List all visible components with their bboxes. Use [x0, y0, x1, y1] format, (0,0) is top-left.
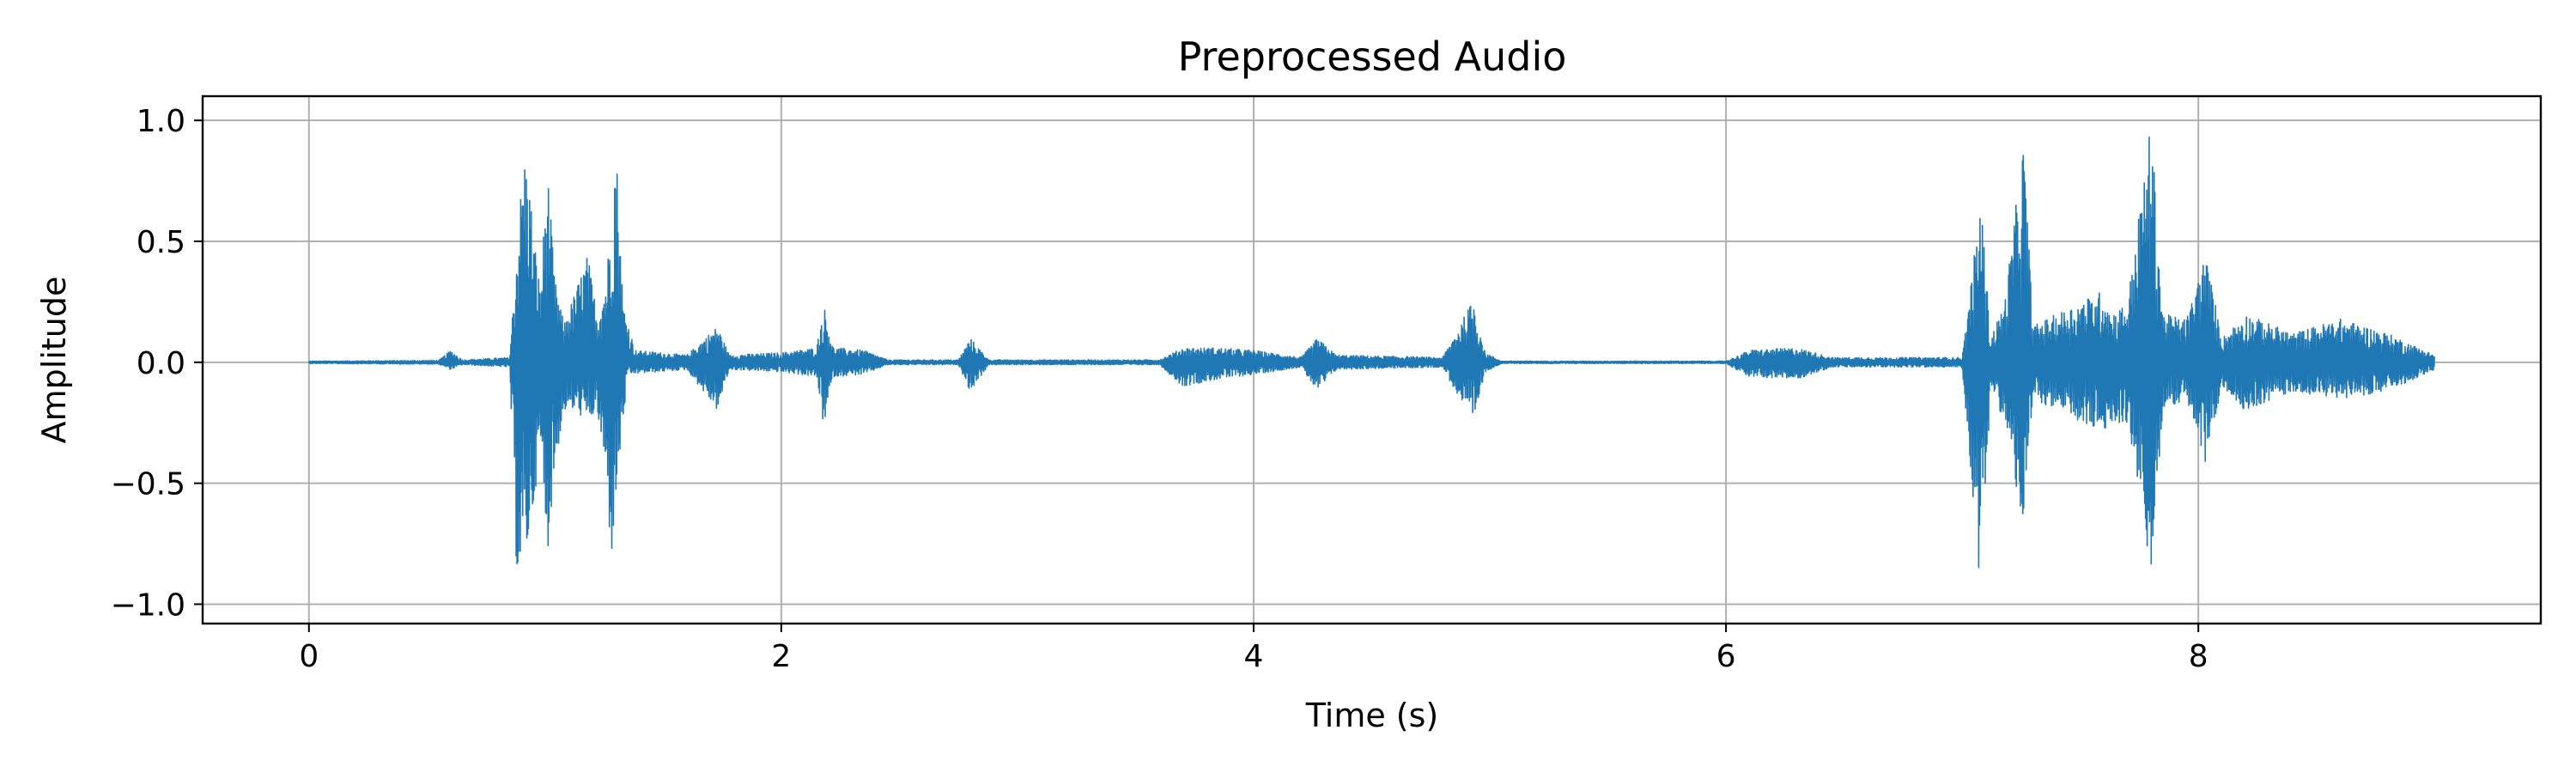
- y-tick-label: 0.0: [137, 346, 185, 381]
- x-axis-label: Time (s): [1305, 697, 1439, 734]
- x-tick-label: 2: [771, 639, 791, 674]
- y-tick-label: −1.0: [111, 587, 185, 623]
- chart-title: Preprocessed Audio: [1178, 33, 1567, 80]
- y-tick-label: 0.5: [137, 225, 185, 260]
- waveform-line: [308, 136, 2435, 569]
- y-tick-label: −0.5: [111, 467, 185, 502]
- x-axis-ticks: 0 2 4 6 8: [299, 624, 2208, 674]
- y-axis-ticks: 1.0 0.5 0.0 −0.5 −1.0: [111, 104, 203, 623]
- y-axis-label: Amplitude: [35, 277, 73, 444]
- x-tick-label: 8: [2189, 639, 2208, 674]
- y-tick-label: 1.0: [137, 104, 185, 139]
- plot-frame: [201, 94, 2543, 625]
- x-tick-label: 4: [1244, 639, 1264, 674]
- x-tick-label: 0: [299, 639, 319, 674]
- x-tick-label: 6: [1716, 639, 1736, 674]
- waveform-series: [308, 136, 2435, 569]
